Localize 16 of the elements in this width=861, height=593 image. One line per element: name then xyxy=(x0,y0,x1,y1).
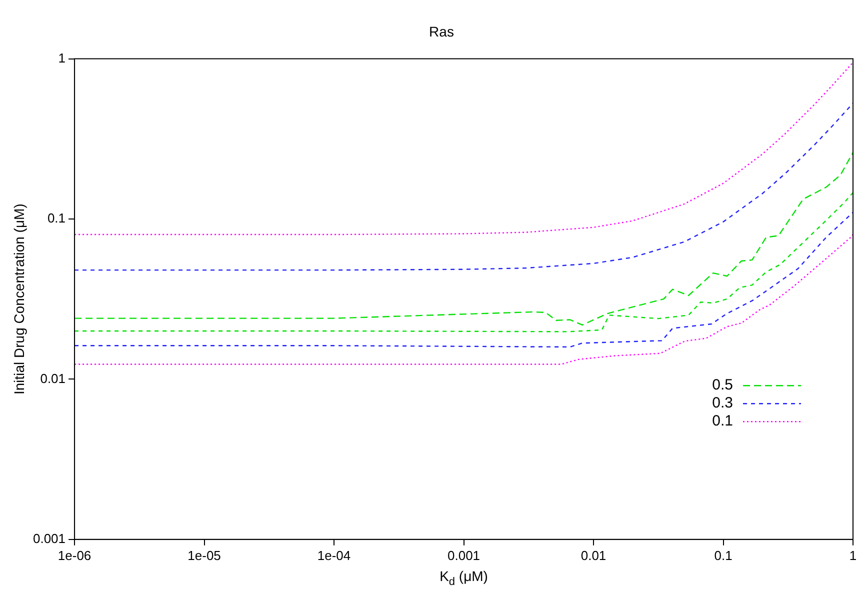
x-tick-label: 1 xyxy=(849,548,857,563)
y-tick-label: 0.01 xyxy=(40,370,66,386)
x-tick-label: 1e-05 xyxy=(188,548,221,563)
y-axis-title: Initial Drug Concentration (μM) xyxy=(11,204,27,395)
x-tick-label: 1e-06 xyxy=(58,548,92,563)
x-tick-label: 0.001 xyxy=(447,548,480,563)
x-tick-label: 0.01 xyxy=(580,548,606,563)
x-tick-label: 1e-04 xyxy=(317,548,351,563)
legend-label: 0.3 xyxy=(712,394,733,412)
y-tick-label: 0.001 xyxy=(32,530,66,546)
y-tick-label: 0.1 xyxy=(47,210,66,226)
legend-label: 0.5 xyxy=(712,376,733,394)
chart-title: Ras xyxy=(429,23,454,40)
x-tick-label: 0.1 xyxy=(714,548,732,563)
y-tick-label: 1 xyxy=(58,50,66,66)
legend-label: 0.1 xyxy=(712,412,733,430)
